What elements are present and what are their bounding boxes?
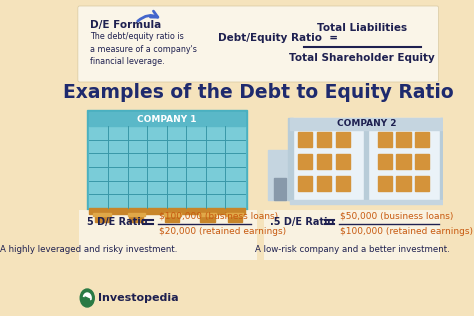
Bar xyxy=(128,213,145,216)
Bar xyxy=(378,132,392,147)
Bar xyxy=(95,214,109,222)
Text: $100,000 (retained earnings): $100,000 (retained earnings) xyxy=(340,228,473,236)
Bar xyxy=(80,210,257,260)
FancyBboxPatch shape xyxy=(78,6,438,82)
Bar xyxy=(226,213,244,216)
Bar xyxy=(396,176,410,191)
Text: A highly leveraged and risky investment.: A highly leveraged and risky investment. xyxy=(0,246,177,254)
Bar xyxy=(129,214,144,222)
Text: The debt/equity ratio is
a measure of a company's
financial leverage.: The debt/equity ratio is a measure of a … xyxy=(91,32,197,66)
Text: Total Shareholder Equity: Total Shareholder Equity xyxy=(289,53,435,63)
Bar xyxy=(415,154,429,169)
Text: Debt/Equity Ratio  =: Debt/Equity Ratio = xyxy=(218,33,337,43)
Bar xyxy=(396,132,410,147)
Bar xyxy=(89,208,245,214)
Bar xyxy=(89,126,245,208)
Bar xyxy=(264,210,440,260)
Bar xyxy=(298,132,312,147)
Bar xyxy=(228,214,242,222)
Circle shape xyxy=(80,289,94,307)
Bar xyxy=(415,132,429,147)
Bar xyxy=(415,176,429,191)
Text: $50,000 (business loans): $50,000 (business loans) xyxy=(340,211,454,221)
Text: A low-risk company and a better investment.: A low-risk company and a better investme… xyxy=(255,246,449,254)
Text: Total Liabilities: Total Liabilities xyxy=(317,23,407,33)
Text: $20,000 (retained earnings): $20,000 (retained earnings) xyxy=(159,228,286,236)
Bar xyxy=(317,176,331,191)
Bar xyxy=(396,154,410,169)
Bar xyxy=(93,213,110,216)
Text: $100,000 (business loans): $100,000 (business loans) xyxy=(159,211,278,221)
Text: COMPANY 1: COMPANY 1 xyxy=(137,114,197,124)
Text: Investopedia: Investopedia xyxy=(98,293,179,303)
Bar xyxy=(268,150,292,200)
Wedge shape xyxy=(85,297,90,301)
Bar xyxy=(317,132,331,147)
Bar xyxy=(165,214,179,222)
Bar xyxy=(89,112,245,126)
Bar xyxy=(317,154,331,169)
Text: 5 D/E Ratio: 5 D/E Ratio xyxy=(87,217,147,227)
Bar xyxy=(199,213,216,216)
Bar xyxy=(298,176,312,191)
Bar xyxy=(336,132,350,147)
Bar xyxy=(440,118,445,200)
Text: Examples of the Debt to Equity Ratio: Examples of the Debt to Equity Ratio xyxy=(63,82,454,101)
Bar xyxy=(290,200,443,204)
Text: D/E Formula: D/E Formula xyxy=(91,20,162,30)
Text: .5 D/E Ratio: .5 D/E Ratio xyxy=(270,217,334,227)
Bar xyxy=(378,154,392,169)
Bar xyxy=(378,176,392,191)
Bar xyxy=(288,118,292,200)
Bar xyxy=(336,154,350,169)
Bar xyxy=(364,118,368,200)
Bar xyxy=(201,214,215,222)
Bar xyxy=(274,178,286,200)
Text: COMPANY 2: COMPANY 2 xyxy=(337,119,396,129)
Bar xyxy=(87,110,246,210)
Bar xyxy=(290,118,443,200)
Bar xyxy=(336,176,350,191)
Wedge shape xyxy=(83,293,91,300)
Bar xyxy=(290,118,443,130)
Bar xyxy=(298,154,312,169)
Bar xyxy=(290,118,443,126)
Bar xyxy=(164,213,181,216)
FancyArrowPatch shape xyxy=(138,11,158,21)
